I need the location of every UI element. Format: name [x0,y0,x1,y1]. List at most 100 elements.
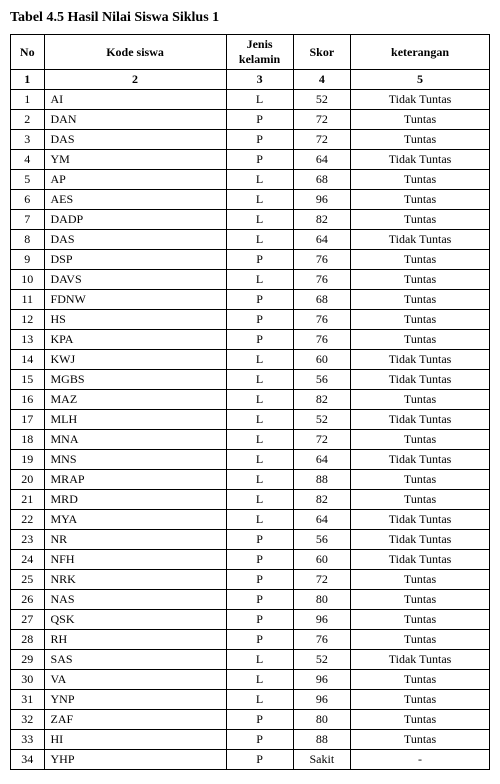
cell-kode: YM [44,150,226,170]
cell-skor: 56 [293,530,350,550]
cell-skor: 96 [293,610,350,630]
cell-jk: P [226,150,293,170]
cell-jk: L [226,230,293,250]
cell-kode: MRAP [44,470,226,490]
colnum-5: 5 [351,70,490,90]
cell-no: 14 [11,350,45,370]
cell-jk: P [226,710,293,730]
cell-kode: KPA [44,330,226,350]
cell-jk: P [226,550,293,570]
cell-jk: L [226,410,293,430]
cell-ket: Tidak Tuntas [351,650,490,670]
header-jk: Jenis kelamin [226,35,293,70]
table-row: 32ZAFP80Tuntas [11,710,490,730]
cell-no: 10 [11,270,45,290]
cell-kode: RH [44,630,226,650]
cell-ket: Tuntas [351,270,490,290]
cell-kode: MLH [44,410,226,430]
cell-skor: 72 [293,570,350,590]
cell-kode: MNS [44,450,226,470]
table-row: 24NFHP60Tidak Tuntas [11,550,490,570]
table-row: 16MAZL82Tuntas [11,390,490,410]
cell-kode: DAS [44,130,226,150]
table-row: 22MYAL64Tidak Tuntas [11,510,490,530]
table-row: 12HSP76Tuntas [11,310,490,330]
cell-ket: Tuntas [351,190,490,210]
colnum-4: 4 [293,70,350,90]
cell-ket: Tuntas [351,610,490,630]
colnum-2: 2 [44,70,226,90]
table-body: 1AIL52Tidak Tuntas2DANP72Tuntas3DASP72Tu… [11,90,490,770]
cell-jk: L [226,670,293,690]
cell-ket: Tuntas [351,570,490,590]
table-row: 30VAL96Tuntas [11,670,490,690]
table-row: 17MLHL52Tidak Tuntas [11,410,490,430]
cell-no: 16 [11,390,45,410]
table-row: 26NASP80Tuntas [11,590,490,610]
cell-no: 22 [11,510,45,530]
cell-no: 28 [11,630,45,650]
cell-kode: NAS [44,590,226,610]
cell-kode: NFH [44,550,226,570]
cell-skor: 96 [293,690,350,710]
cell-skor: 52 [293,650,350,670]
cell-no: 33 [11,730,45,750]
cell-kode: AP [44,170,226,190]
table-row: 2DANP72Tuntas [11,110,490,130]
cell-ket: Tuntas [351,210,490,230]
cell-no: 23 [11,530,45,550]
header-kode: Kode siswa [44,35,226,70]
cell-kode: FDNW [44,290,226,310]
cell-skor: Sakit [293,750,350,770]
table-row: 10DAVSL76Tuntas [11,270,490,290]
cell-no: 1 [11,90,45,110]
cell-kode: MAZ [44,390,226,410]
table-row: 5APL68Tuntas [11,170,490,190]
cell-ket: Tidak Tuntas [351,150,490,170]
table-row: 31YNPL96Tuntas [11,690,490,710]
header-ket: keterangan [351,35,490,70]
cell-skor: 76 [293,630,350,650]
cell-no: 18 [11,430,45,450]
cell-skor: 52 [293,90,350,110]
cell-kode: NRK [44,570,226,590]
cell-kode: DAN [44,110,226,130]
cell-ket: Tuntas [351,670,490,690]
cell-no: 7 [11,210,45,230]
cell-kode: HI [44,730,226,750]
cell-jk: P [226,110,293,130]
cell-ket: Tuntas [351,330,490,350]
table-row: 23NRP56Tidak Tuntas [11,530,490,550]
cell-skor: 82 [293,490,350,510]
cell-kode: HS [44,310,226,330]
table-row: 1AIL52Tidak Tuntas [11,90,490,110]
cell-skor: 82 [293,390,350,410]
cell-skor: 64 [293,230,350,250]
cell-kode: YNP [44,690,226,710]
table-row: 21MRDL82Tuntas [11,490,490,510]
cell-no: 32 [11,710,45,730]
cell-ket: Tidak Tuntas [351,90,490,110]
table-row: 4YMP64Tidak Tuntas [11,150,490,170]
cell-no: 30 [11,670,45,690]
cell-ket: Tuntas [351,390,490,410]
cell-ket: Tuntas [351,590,490,610]
cell-kode: YHP [44,750,226,770]
header-skor: Skor [293,35,350,70]
cell-ket: Tuntas [351,690,490,710]
cell-kode: MNA [44,430,226,450]
table-row: 7DADPL82Tuntas [11,210,490,230]
cell-skor: 72 [293,430,350,450]
cell-jk: L [226,190,293,210]
header-no: No [11,35,45,70]
table-row: 11FDNWP68Tuntas [11,290,490,310]
cell-no: 34 [11,750,45,770]
cell-no: 3 [11,130,45,150]
cell-no: 20 [11,470,45,490]
table-row: 3DASP72Tuntas [11,130,490,150]
cell-kode: AI [44,90,226,110]
cell-jk: L [226,350,293,370]
cell-kode: DSP [44,250,226,270]
cell-jk: L [226,490,293,510]
cell-ket: Tidak Tuntas [351,410,490,430]
